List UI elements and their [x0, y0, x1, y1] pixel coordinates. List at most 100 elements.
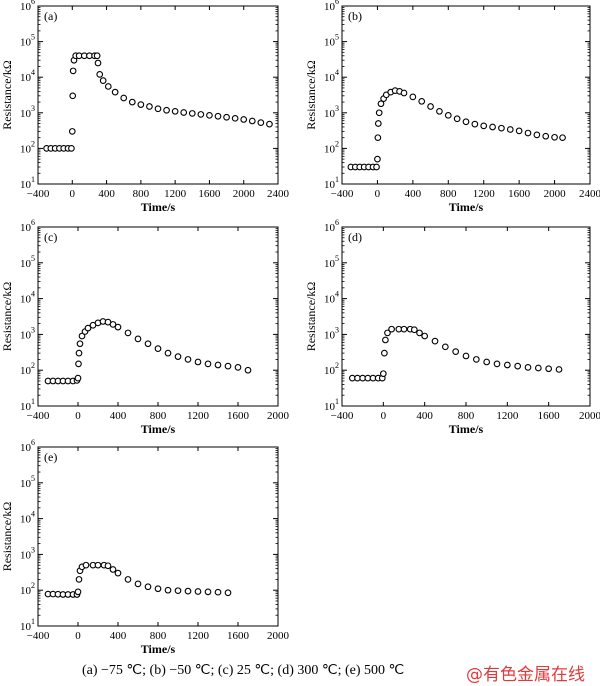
- data-point: [68, 145, 75, 152]
- y-axis-label: Resistance/kΩ: [0, 502, 14, 572]
- data-point: [524, 129, 532, 137]
- y-tick-label: 10: [20, 478, 32, 490]
- data-point: [224, 362, 232, 370]
- data-point: [240, 116, 248, 123]
- data-point: [197, 111, 205, 118]
- x-tick-label: 0: [381, 410, 387, 422]
- data-point: [82, 561, 90, 569]
- y-tick-label: 10: [324, 294, 336, 306]
- x-tick-label: 1200: [187, 410, 210, 422]
- y-tick-exponent: 4: [31, 510, 35, 519]
- data-point: [74, 588, 82, 596]
- x-tick-label: 0: [75, 630, 81, 642]
- data-point: [128, 98, 136, 106]
- data-point: [184, 587, 192, 595]
- data-point: [204, 588, 212, 596]
- y-axis-label: Resistance/kΩ: [304, 282, 318, 352]
- watermark: @有色金属在线: [466, 665, 585, 685]
- y-tick-exponent: 5: [31, 33, 35, 42]
- data-point: [444, 111, 452, 119]
- data-point: [124, 576, 132, 583]
- y-tick-label: 10: [20, 442, 32, 454]
- data-point: [75, 349, 83, 357]
- plot-frame: [37, 5, 279, 185]
- x-tick-label: 400: [110, 410, 127, 422]
- data-point: [124, 329, 132, 337]
- x-tick-label: 800: [133, 188, 150, 200]
- x-tick-label: 1200: [496, 410, 519, 422]
- x-tick-label: −400: [331, 410, 354, 422]
- y-tick-exponent: 1: [335, 397, 339, 406]
- data-point: [375, 109, 383, 117]
- data-point: [134, 580, 142, 588]
- x-tick-label: 1200: [164, 188, 187, 200]
- y-tick-exponent: 3: [335, 325, 339, 334]
- y-tick-label: 10: [324, 179, 336, 191]
- y-tick-label: 10: [20, 514, 32, 526]
- panel-label: (c): [44, 230, 57, 244]
- y-tick-exponent: 1: [31, 175, 35, 184]
- data-point: [483, 358, 491, 366]
- data-point: [409, 93, 417, 101]
- x-tick-label: 2400: [579, 188, 600, 200]
- data-point: [374, 120, 382, 127]
- data-point: [381, 349, 388, 357]
- data-point: [180, 109, 188, 116]
- y-tick-label: 10: [20, 329, 32, 341]
- data-point: [96, 71, 104, 78]
- data-point: [559, 134, 566, 142]
- x-tick-label: −400: [27, 630, 50, 642]
- x-tick-label: 1600: [227, 410, 250, 422]
- y-tick-label: 10: [20, 365, 32, 377]
- data-point: [144, 583, 152, 591]
- data-point: [94, 561, 102, 569]
- figure-caption: (a) −75 ℃; (b) −50 ℃; (c) 25 ℃; (d) 300 …: [0, 660, 600, 685]
- data-point: [382, 336, 389, 344]
- data-point: [400, 89, 408, 97]
- data-point: [441, 343, 449, 351]
- data-point: [555, 366, 563, 373]
- x-tick-label: 2000: [579, 410, 600, 422]
- data-point: [223, 113, 230, 121]
- y-tick-label: 10: [324, 37, 336, 49]
- y-tick-exponent: 2: [31, 581, 35, 590]
- data-point: [188, 110, 196, 117]
- data-point: [84, 324, 92, 332]
- data-point: [78, 332, 86, 340]
- x-tick-label: 800: [440, 188, 457, 200]
- data-point: [74, 374, 82, 382]
- x-axis-label: Time/s: [449, 200, 484, 214]
- data-point: [146, 103, 153, 110]
- x-tick-label: 1200: [187, 630, 210, 642]
- x-tick-label: 800: [150, 410, 167, 422]
- y-tick-exponent: 2: [335, 139, 339, 148]
- data-point: [493, 360, 501, 368]
- data-point: [384, 329, 391, 337]
- data-point: [134, 335, 142, 343]
- data-point: [506, 126, 514, 133]
- data-point: [174, 587, 182, 595]
- x-tick-label: 1600: [538, 410, 561, 422]
- y-tick-label: 10: [324, 222, 336, 234]
- y-tick-label: 10: [20, 108, 32, 120]
- y-tick-exponent: 4: [31, 290, 35, 299]
- y-tick-label: 10: [20, 72, 32, 84]
- y-tick-label: 10: [20, 621, 32, 633]
- data-point: [524, 364, 532, 371]
- data-point: [154, 345, 162, 352]
- data-point: [76, 340, 84, 348]
- y-tick-label: 10: [324, 143, 336, 155]
- y-tick-exponent: 3: [31, 545, 35, 554]
- data-point: [374, 134, 382, 142]
- data-point: [204, 360, 212, 368]
- data-point: [374, 155, 381, 163]
- y-tick-exponent: 2: [31, 361, 35, 370]
- x-axis-label: Time/s: [141, 422, 176, 436]
- y-tick-label: 10: [20, 294, 32, 306]
- data-point: [373, 163, 380, 171]
- data-point: [427, 103, 434, 110]
- data-point: [514, 362, 522, 370]
- y-axis-label: Resistance/kΩ: [0, 60, 14, 130]
